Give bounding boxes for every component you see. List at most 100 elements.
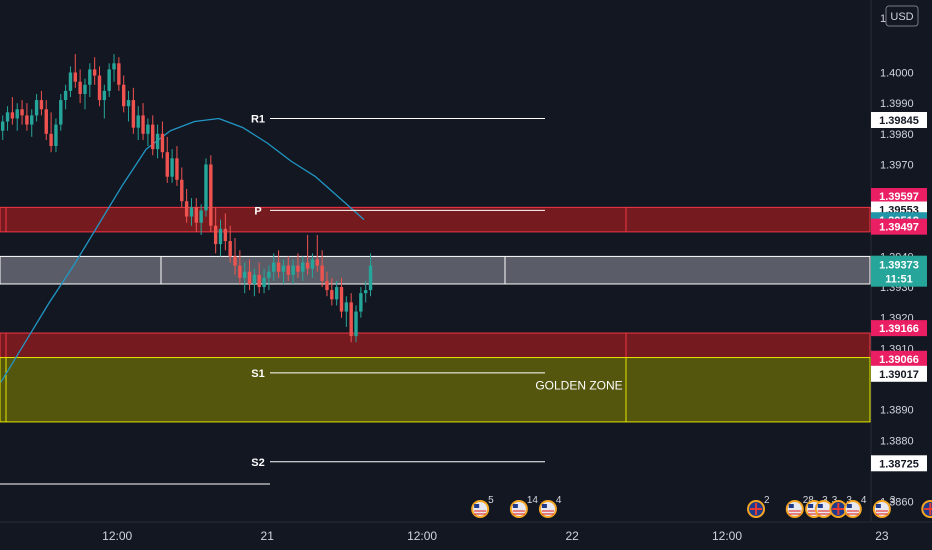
- currency-badge[interactable]: USD: [885, 5, 919, 27]
- time-axis[interactable]: 12:00 21 12:00 22 12:00 23: [0, 521, 932, 543]
- candle-body: [243, 271, 247, 278]
- price-label-bg: [871, 112, 927, 129]
- price-label-text: 1.39066: [879, 354, 919, 366]
- candle-body: [49, 133, 53, 147]
- candle-body: [184, 201, 189, 217]
- event-count: 3: [832, 495, 838, 506]
- countdown-text: 11:51: [885, 274, 913, 286]
- price-label-bg: [871, 350, 927, 367]
- candle-body: [291, 265, 295, 275]
- pivot-label: R1: [251, 113, 265, 125]
- candle-body: [359, 293, 363, 312]
- us-flag-icon[interactable]: 14: [509, 495, 539, 518]
- candle-body: [39, 100, 44, 110]
- uk-flag-icon[interactable]: 3: [829, 495, 852, 518]
- candle-body: [165, 152, 169, 177]
- price-label-text: 1.38725: [879, 458, 919, 470]
- candle-body: [122, 84, 126, 107]
- event-count: 28: [803, 495, 815, 506]
- price-tick-label: 1.3880: [880, 435, 914, 447]
- candle-body: [97, 75, 102, 101]
- price-label-bg: [871, 320, 927, 337]
- candle-body: [83, 84, 87, 94]
- candle-body: [112, 63, 116, 70]
- candle-body: [247, 271, 252, 284]
- flag-canton: [846, 504, 852, 508]
- candle-body: [15, 109, 19, 119]
- candle-body: [262, 277, 266, 288]
- candle-body: [102, 90, 107, 101]
- candle-body: [238, 265, 242, 278]
- candle-body: [151, 124, 155, 150]
- price-label-bg: [871, 455, 927, 472]
- candle-body: [160, 133, 165, 153]
- candle-body: [349, 302, 353, 337]
- event-count: 3: [846, 495, 852, 506]
- candle-body: [276, 262, 281, 272]
- us-flag-icon[interactable]: 4: [538, 495, 562, 518]
- price-label-text: 1.39017: [879, 369, 919, 381]
- us-flag-icon[interactable]: 3: [814, 495, 838, 518]
- current-price-bg: [871, 255, 927, 287]
- uk-flag-icon[interactable]: 2: [747, 495, 770, 518]
- candle-body: [175, 158, 179, 180]
- candle-body: [286, 265, 290, 275]
- moving-average-line: [0, 117, 365, 383]
- current-price-text: 1.39373: [879, 260, 919, 272]
- currency-badge-label: USD: [890, 11, 913, 23]
- uk-flag-icon[interactable]: [921, 500, 932, 518]
- us-flag-icon[interactable]: 3: [872, 495, 896, 518]
- candle-body: [354, 311, 358, 337]
- candle-body: [10, 112, 15, 119]
- us-flag-icon[interactable]: 28: [785, 495, 815, 518]
- flag-canton: [788, 504, 794, 508]
- price-label: 1.38725: [871, 455, 927, 472]
- event-count: 4: [861, 495, 867, 506]
- candle-body: [155, 133, 160, 150]
- event-count: 4: [556, 495, 562, 506]
- candle-body: [88, 69, 92, 85]
- candle-body: [267, 271, 271, 278]
- candle-body: [44, 109, 48, 134]
- price-tick-label: 1.4000: [880, 67, 914, 79]
- price-label-bg: [871, 188, 927, 205]
- flag-canton: [875, 504, 881, 508]
- flag-canton: [474, 504, 480, 508]
- price-label: 1.39597: [871, 188, 927, 205]
- candle-body: [73, 72, 77, 82]
- candle-body: [339, 287, 344, 312]
- flag-canton: [541, 504, 547, 508]
- price-label-text: 1.39166: [879, 323, 919, 335]
- candle-body: [136, 115, 140, 128]
- candle-body: [141, 115, 145, 134]
- candle-body: [146, 124, 150, 134]
- us-flag-icon[interactable]: 4: [843, 495, 867, 518]
- flag-canton: [512, 504, 518, 508]
- price-label: 1.39497: [871, 218, 927, 235]
- candle-body: [63, 90, 68, 101]
- candle-body: [189, 207, 194, 217]
- us-flag-icon[interactable]: 5: [471, 495, 494, 518]
- price-tick-label: 1.3970: [880, 159, 914, 171]
- candle-body: [25, 115, 29, 125]
- current-price-label: 1.39373 11:51: [871, 255, 927, 287]
- candle-body: [364, 290, 368, 294]
- candle-body: [117, 63, 121, 85]
- price-label-bg: [871, 365, 927, 382]
- time-tick-label: 12:00: [712, 529, 742, 543]
- candle-body: [296, 265, 300, 272]
- price-tick-label: 1.3990: [880, 98, 914, 110]
- event-count: 5: [488, 495, 494, 506]
- zone-rect: [0, 332, 871, 359]
- candle-body: [257, 274, 261, 288]
- price-label-text: 1.39497: [879, 222, 919, 234]
- candle-body: [334, 287, 339, 300]
- candle-body: [325, 280, 329, 291]
- pivot-label: S1: [251, 368, 264, 380]
- candle-body: [131, 100, 136, 128]
- zone-label: GOLDEN ZONE: [535, 379, 622, 393]
- candle-body: [204, 164, 208, 211]
- events-layer[interactable]: 514422833343: [471, 495, 932, 518]
- pivot-label: S2: [251, 457, 264, 469]
